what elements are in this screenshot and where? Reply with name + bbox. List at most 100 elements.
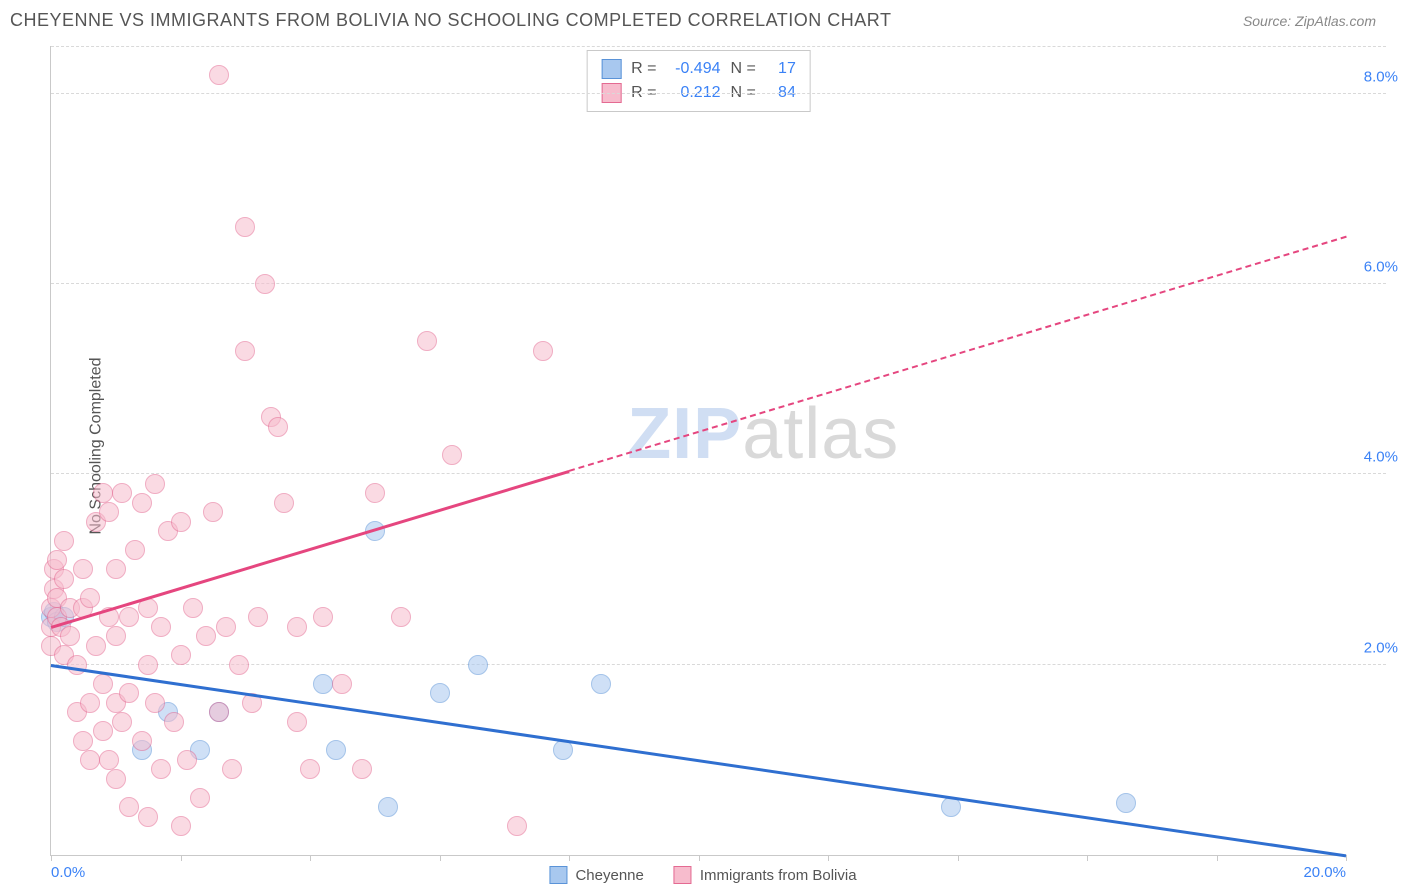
trend-line — [51, 236, 1346, 626]
legend-label: Immigrants from Bolivia — [700, 867, 857, 884]
scatter-point — [591, 674, 611, 694]
scatter-point — [553, 740, 573, 760]
header: CHEYENNE VS IMMIGRANTS FROM BOLIVIA NO S… — [0, 0, 1406, 37]
n-label: N = — [731, 57, 756, 81]
scatter-point — [287, 712, 307, 732]
scatter-point — [209, 65, 229, 85]
scatter-point — [73, 731, 93, 751]
scatter-point — [106, 559, 126, 579]
scatter-point — [112, 712, 132, 732]
scatter-point — [99, 750, 119, 770]
scatter-point — [112, 483, 132, 503]
stats-legend-box: R =-0.494N =17R =0.212N =84 — [586, 50, 811, 112]
scatter-point — [171, 816, 191, 836]
x-tick — [958, 855, 959, 861]
scatter-point — [164, 712, 184, 732]
scatter-point — [177, 750, 197, 770]
scatter-point — [93, 674, 113, 694]
n-value: 17 — [766, 57, 796, 81]
x-tick — [51, 855, 52, 861]
scatter-point — [365, 483, 385, 503]
scatter-point — [80, 693, 100, 713]
scatter-point — [54, 569, 74, 589]
x-tick — [181, 855, 182, 861]
scatter-point — [229, 655, 249, 675]
legend-swatch — [549, 866, 567, 884]
scatter-point — [106, 626, 126, 646]
scatter-point — [268, 417, 288, 437]
scatter-point — [313, 674, 333, 694]
gridline — [51, 473, 1386, 474]
gridline — [51, 46, 1386, 47]
y-tick-label: 6.0% — [1364, 258, 1398, 275]
y-tick-label: 8.0% — [1364, 68, 1398, 85]
x-tick — [1217, 855, 1218, 861]
trend-line — [51, 665, 1346, 855]
scatter-point — [203, 502, 223, 522]
watermark-atlas: atlas — [742, 394, 899, 474]
scatter-point — [138, 807, 158, 827]
scatter-point — [378, 797, 398, 817]
scatter-point — [145, 693, 165, 713]
scatter-point — [332, 674, 352, 694]
scatter-point — [54, 531, 74, 551]
scatter-point — [533, 341, 553, 361]
x-tick — [828, 855, 829, 861]
chart-title: CHEYENNE VS IMMIGRANTS FROM BOLIVIA NO S… — [10, 10, 891, 31]
scatter-point — [80, 588, 100, 608]
scatter-point — [507, 816, 527, 836]
legend-swatch — [674, 866, 692, 884]
scatter-point — [80, 750, 100, 770]
scatter-point — [313, 607, 333, 627]
scatter-point — [132, 731, 152, 751]
scatter-point — [86, 636, 106, 656]
legend-label: Cheyenne — [575, 867, 643, 884]
series-swatch — [601, 59, 621, 79]
scatter-point — [119, 797, 139, 817]
scatter-point — [391, 607, 411, 627]
scatter-point — [119, 607, 139, 627]
scatter-point — [171, 645, 191, 665]
scatter-point — [60, 626, 80, 646]
x-tick — [1346, 855, 1347, 861]
r-value: -0.494 — [667, 57, 721, 81]
scatter-point — [138, 655, 158, 675]
scatter-point — [190, 788, 210, 808]
x-tick-label: 0.0% — [51, 864, 85, 881]
scatter-point — [125, 540, 145, 560]
x-tick — [1087, 855, 1088, 861]
legend-item: Immigrants from Bolivia — [674, 866, 857, 884]
r-label: R = — [631, 57, 656, 81]
x-tick — [310, 855, 311, 861]
scatter-point — [216, 617, 236, 637]
x-tick — [699, 855, 700, 861]
gridline — [51, 93, 1386, 94]
scatter-point — [106, 769, 126, 789]
scatter-point — [47, 550, 67, 570]
scatter-point — [67, 655, 87, 675]
gridline — [51, 664, 1386, 665]
scatter-point — [93, 721, 113, 741]
scatter-point — [73, 559, 93, 579]
scatter-point — [151, 617, 171, 637]
scatter-point — [93, 483, 113, 503]
legend: Cheyenne Immigrants from Bolivia — [549, 866, 856, 884]
scatter-point — [468, 655, 488, 675]
scatter-point — [151, 759, 171, 779]
source-label: Source: ZipAtlas.com — [1243, 13, 1376, 29]
scatter-point — [235, 341, 255, 361]
scatter-point — [941, 797, 961, 817]
scatter-point — [326, 740, 346, 760]
scatter-point — [248, 607, 268, 627]
x-tick-label: 20.0% — [1303, 864, 1346, 881]
scatter-point — [171, 512, 191, 532]
y-tick-label: 2.0% — [1364, 639, 1398, 656]
scatter-point — [255, 274, 275, 294]
scatter-point — [430, 683, 450, 703]
scatter-point — [145, 474, 165, 494]
scatter-point — [352, 759, 372, 779]
scatter-point — [196, 626, 216, 646]
legend-item: Cheyenne — [549, 866, 643, 884]
scatter-point — [209, 702, 229, 722]
scatter-point — [1116, 793, 1136, 813]
